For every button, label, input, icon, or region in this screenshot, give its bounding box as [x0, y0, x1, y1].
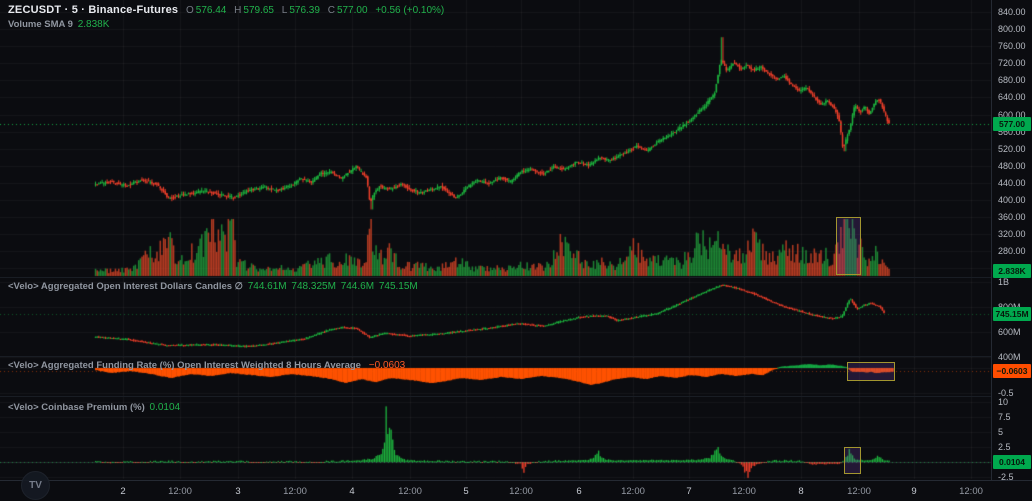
price-scale-tick: 1B	[998, 277, 1010, 287]
time-scale-tick: 12:00	[168, 486, 192, 497]
time-scale-tick: 9	[911, 486, 917, 497]
last-value-badge: 577.00	[993, 117, 1031, 132]
pane-separator[interactable]	[0, 277, 1032, 278]
time-scale-tick: 2	[120, 486, 126, 497]
time-scale-tick: 12:00	[398, 486, 422, 497]
last-value-badge: 0.0104	[993, 454, 1031, 469]
time-scale-tick: 6	[576, 486, 582, 497]
price-scale-tick: 720.00	[998, 58, 1026, 69]
open-interest-legend[interactable]: <Velo> Aggregated Open Interest Dollars …	[8, 280, 418, 293]
oi-open-value: 744.61M	[247, 281, 287, 292]
ohlc-low-value: 576.39	[289, 5, 320, 16]
ohlc-high-value: 579.65	[243, 5, 274, 16]
time-scale-tick: 12:00	[283, 486, 307, 497]
price-scale-tick: 680.00	[998, 75, 1026, 86]
funding-highlight-rect[interactable]	[847, 362, 895, 381]
price-scale-tick: 440.00	[998, 177, 1026, 188]
price-scale-tick: 760.00	[998, 41, 1026, 52]
ohlc-high-label: H	[234, 5, 242, 16]
price-scale-tick: 520.00	[998, 143, 1026, 154]
last-value-badge: 745.15M	[993, 306, 1031, 321]
price-scale-tick: 600.00	[998, 109, 1026, 120]
volume-indicator-title[interactable]: Volume SMA 9	[8, 19, 73, 30]
open-interest-title[interactable]: <Velo> Aggregated Open Interest Dollars …	[8, 281, 243, 292]
price-scale-tick: -0.5	[998, 388, 1014, 398]
time-scale-tick: 12:00	[959, 486, 983, 497]
volume-highlight-rect[interactable]	[836, 217, 861, 275]
coinbase-premium-legend[interactable]: <Velo> Coinbase Premium (%) 0.0104	[8, 401, 180, 414]
time-scale-tick: 12:00	[732, 486, 756, 497]
symbol-title[interactable]: ZECUSDT · 5 · Binance-Futures	[8, 4, 179, 16]
ohlc-close-label: C	[327, 5, 335, 16]
tradingview-logo-glyph: TV	[29, 480, 42, 491]
time-scale-tick: 7	[686, 486, 692, 497]
price-scale-tick: 600M	[998, 327, 1021, 337]
price-scale-tick: 640.00	[998, 92, 1026, 103]
price-scale-tick: 840.00	[998, 6, 1026, 17]
pane-separator[interactable]	[0, 396, 1032, 397]
pane-separator[interactable]	[0, 356, 1032, 357]
ohlc-open-value: 576.44	[195, 5, 227, 16]
price-scale-tick: 10	[998, 396, 1009, 407]
time-scale-tick: 4	[349, 486, 355, 497]
volume-legend[interactable]: Volume SMA 9 2.838K	[8, 18, 109, 31]
time-scale-tick: 12:00	[509, 486, 533, 497]
price-scale-tick: 800.00	[998, 24, 1026, 35]
price-scale-tick: 360.00	[998, 212, 1026, 223]
premium-highlight-rect[interactable]	[844, 447, 861, 474]
time-scale-tick: 3	[235, 486, 241, 497]
oi-high-value: 748.325M	[291, 281, 336, 292]
last-value-badge: 2.838K	[993, 264, 1031, 278]
funding-rate-value: −0.0603	[368, 360, 406, 371]
price-scale-tick: 280.00	[998, 246, 1026, 257]
ohlc-low-label: L	[281, 5, 288, 16]
time-scale-tick: 5	[463, 486, 469, 497]
price-scale-tick: -2.5	[998, 472, 1014, 483]
oi-close-value: 745.15M	[378, 281, 418, 292]
price-scale-tick: 480.00	[998, 160, 1026, 171]
price-scale-tick: 400M	[998, 352, 1021, 362]
price-scale-tick: 5	[998, 426, 1004, 437]
price-scale[interactable]: 840.00 800.00 760.00 720.00 680.00 640.00 600.…	[991, 0, 1032, 483]
price-scale-tick: 2.5	[998, 442, 1011, 452]
price-scale-tick: 320.00	[998, 229, 1026, 240]
last-value-badge: −0.0603	[993, 364, 1031, 378]
time-scale-tick: 12:00	[621, 486, 645, 497]
ohlc-open-label: O	[186, 5, 194, 16]
oi-low-value: 744.6M	[340, 281, 375, 292]
ohlc-close-value: 577.00	[336, 5, 368, 16]
volume-indicator-value: 2.838K	[77, 19, 110, 30]
price-scale-tick: 7.5	[998, 411, 1011, 422]
time-scale[interactable]: 2 12:00 3 12:00 4 12:00 5 12:00 6 12:00 7 12:00 8 12:…	[0, 480, 1032, 501]
time-scale-tick: 12:00	[847, 486, 871, 497]
time-scale-tick: 8	[798, 486, 804, 497]
price-change: +0.56 (+0.10%)	[375, 5, 445, 16]
price-scale-tick: 560.00	[998, 126, 1026, 137]
coinbase-premium-value: 0.0104	[149, 402, 181, 413]
coinbase-premium-title[interactable]: <Velo> Coinbase Premium (%)	[8, 402, 145, 413]
funding-rate-legend[interactable]: <Velo> Aggregated Funding Rate (%) Open …	[8, 359, 405, 372]
funding-rate-title[interactable]: <Velo> Aggregated Funding Rate (%) Open …	[8, 360, 361, 371]
price-scale-tick: 400.00	[998, 195, 1026, 206]
tradingview-logo[interactable]: TV	[21, 471, 50, 500]
